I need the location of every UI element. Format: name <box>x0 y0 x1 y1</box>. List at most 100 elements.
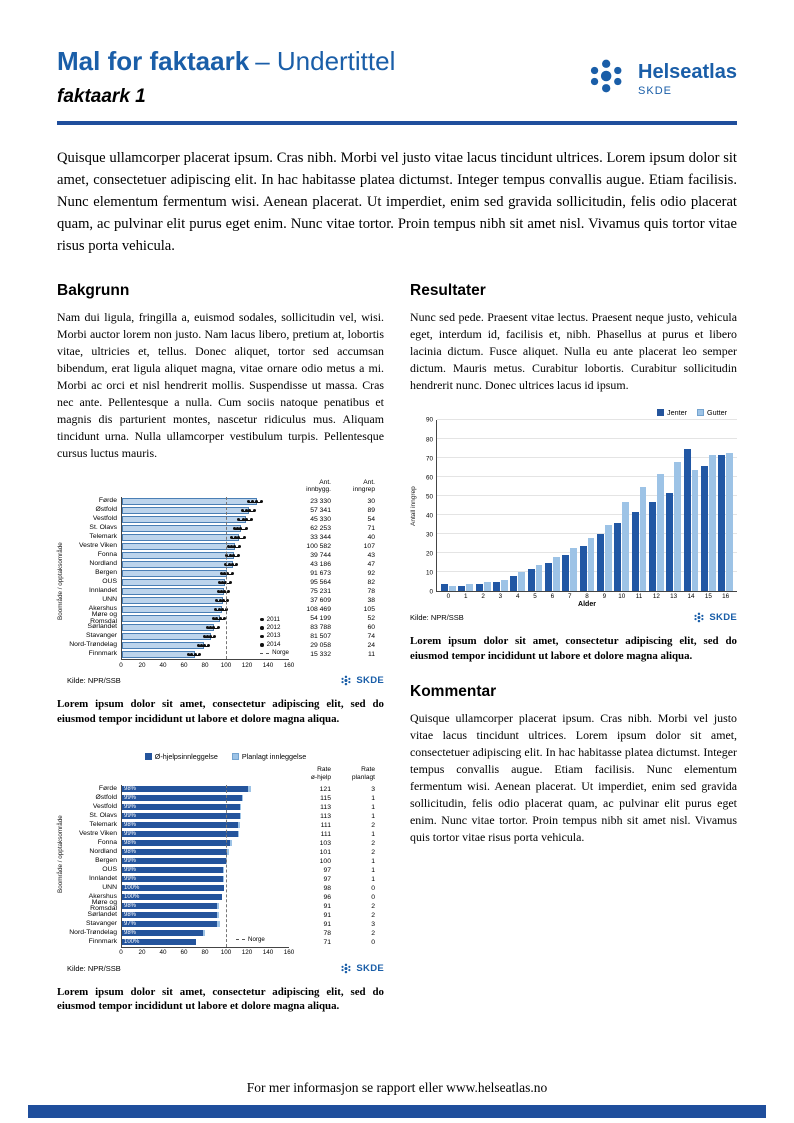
value-population: 54 199 <box>310 615 331 623</box>
row-label: Førde <box>98 497 117 505</box>
row-plot <box>121 650 289 660</box>
bar <box>122 552 234 559</box>
gridline <box>437 476 737 478</box>
year-marker <box>247 509 251 513</box>
page-title-main: Mal for faktaark <box>57 46 250 76</box>
x-axis: 0 20 40 60 80 100 120 140 160 <box>67 659 384 671</box>
norge-dash-icon <box>260 652 270 654</box>
row-label: Østfold <box>95 506 117 514</box>
legend-label: 2011 <box>266 615 280 623</box>
year-marker-icon <box>260 617 264 622</box>
bar-acute <box>122 920 217 928</box>
year-marker <box>229 581 233 585</box>
chart-row: Fonna 39 744 43 <box>67 551 384 561</box>
chart-row: Fonna 98% 103 2 <box>67 838 384 848</box>
x-tick-label: 160 <box>283 949 295 957</box>
year-marker <box>244 518 248 522</box>
legend-item: 2014 <box>260 641 289 649</box>
x-tick-label: 140 <box>262 661 274 669</box>
x-tick-label: 9 <box>602 593 607 601</box>
x-tick-label: 120 <box>241 661 253 669</box>
value-population: 75 231 <box>310 588 331 596</box>
row-plot: 99% <box>121 856 289 866</box>
skde-logo-text: SKDE <box>356 675 384 687</box>
bar <box>691 469 699 592</box>
bar <box>726 452 734 592</box>
norge-dash-icon <box>236 938 245 940</box>
chart-row: Sørlandet 98% 91 2 <box>67 910 384 920</box>
y-axis-label: Antall inngrep <box>410 486 417 527</box>
y-tick-label: 70 <box>425 455 433 463</box>
column-header: Rate planlagt <box>351 766 375 781</box>
chart-source: Kilde: NPR/SSB <box>410 613 464 623</box>
x-tick-label: 160 <box>283 661 295 669</box>
year-marker <box>228 563 231 567</box>
chart-row: Akershus 100% 96 0 <box>67 892 384 902</box>
bar <box>535 564 543 592</box>
value-count: 52 <box>367 615 375 623</box>
row-plot: 99% <box>121 793 289 803</box>
bar-percent-label: 99% <box>124 857 137 864</box>
legend-label: 2014 <box>266 640 281 648</box>
bar-acute <box>122 866 224 874</box>
bar-acute <box>122 803 240 811</box>
chart-row: OUS 99% 97 1 <box>67 865 384 875</box>
bar <box>510 576 518 592</box>
bar-percent-label: 98% <box>124 821 137 828</box>
bar <box>587 538 595 592</box>
year-marker <box>223 581 227 585</box>
bar <box>122 597 224 604</box>
value-count: 78 <box>367 588 375 596</box>
y-tick-label: 10 <box>425 569 433 577</box>
footer-bar <box>28 1105 766 1118</box>
value-rate-planned: 3 <box>371 785 375 793</box>
bar-group <box>527 420 543 592</box>
bar-group <box>544 420 560 592</box>
value-population: 33 344 <box>310 534 331 542</box>
skde-dots-icon <box>694 613 704 623</box>
value-count: 107 <box>363 543 375 551</box>
bar-group <box>718 420 734 592</box>
year-marker <box>225 572 229 576</box>
x-tick-label: 2 <box>481 593 485 601</box>
value-rate-acute: 103 <box>319 839 331 847</box>
bakgrunn-body: Nam dui ligula, fringilla a, euismod sod… <box>57 310 384 461</box>
row-label: Stavanger <box>86 632 117 640</box>
value-count: 11 <box>367 651 375 659</box>
bar <box>122 606 223 613</box>
value-count: 47 <box>367 561 375 569</box>
chart-row: UNN 100% 98 0 <box>67 883 384 893</box>
bar <box>122 615 221 622</box>
row-plot <box>121 542 289 552</box>
y-tick-label: 40 <box>425 512 433 520</box>
bar-acute <box>122 929 204 937</box>
bar-acute <box>122 794 243 802</box>
year-marker <box>212 626 216 630</box>
year-marker <box>232 554 236 558</box>
chart-row: Nordland 43 186 47 <box>67 560 384 570</box>
bar <box>122 498 257 505</box>
chart-by-age-and-gender: Jenter Gutter Antall inngrep 0 10 20 30 40 50 60 7… <box>410 408 737 624</box>
bar-percent-label: 99% <box>124 866 137 873</box>
year-marker-icon <box>260 634 264 639</box>
year-marker-icon <box>260 643 264 647</box>
chart-body: Antall inngrep 0 10 20 30 40 50 60 70 80 90 0 1 2 3 4 5 6… <box>410 417 737 608</box>
value-count: 24 <box>367 642 375 650</box>
value-rate-acute: 121 <box>319 785 331 793</box>
chart-source: Kilde: NPR/SSB <box>67 963 121 973</box>
bar <box>648 502 656 592</box>
norge-reference-line <box>226 784 227 947</box>
year-marker <box>220 581 224 585</box>
x-tick-label: 0 <box>119 661 123 669</box>
bar-planned <box>223 875 225 883</box>
x-tick-label: 0 <box>446 593 451 601</box>
x-tick-label: 20 <box>138 661 146 669</box>
row-label: Nordland <box>89 560 117 568</box>
row-label: Vestfold <box>92 515 117 523</box>
row-plot: 99% <box>121 811 289 821</box>
row-label: Telemark <box>89 533 117 541</box>
legend-label: Ø-hjelpsinnleggelse <box>154 752 218 762</box>
bar <box>596 534 604 592</box>
year-marker <box>215 617 219 621</box>
year-marker <box>244 527 248 531</box>
